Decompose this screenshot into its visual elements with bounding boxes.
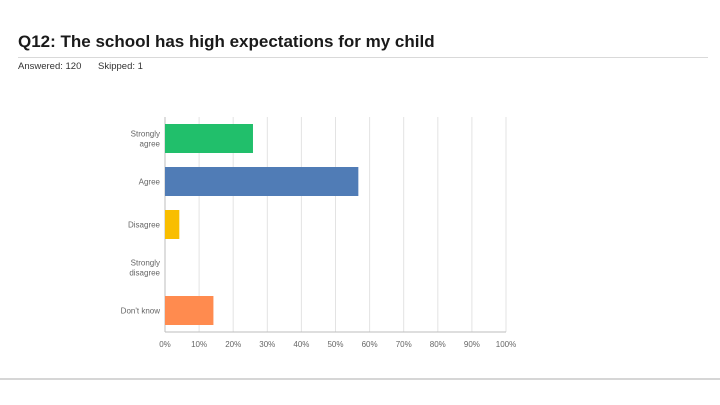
- category-label: Strongly disagree: [129, 259, 160, 278]
- bar[interactable]: [165, 210, 180, 239]
- category-label: Disagree: [128, 221, 161, 230]
- category-label: Don't know: [121, 307, 161, 316]
- footer-divider: [0, 378, 720, 380]
- bar[interactable]: [165, 124, 253, 153]
- x-tick-label: 100%: [496, 340, 516, 349]
- x-tick-label: 20%: [225, 340, 241, 349]
- x-tick-label: 10%: [191, 340, 207, 349]
- title-divider: [18, 57, 708, 58]
- answered-count: Answered: 120: [18, 61, 82, 72]
- skipped-count: Skipped: 1: [98, 61, 143, 72]
- category-label: Agree: [139, 178, 161, 187]
- x-tick-label: 60%: [362, 340, 378, 349]
- x-tick-label: 30%: [259, 340, 275, 349]
- x-tick-label: 70%: [396, 340, 412, 349]
- x-tick-label: 40%: [293, 340, 309, 349]
- response-stats: Answered: 120 Skipped: 1: [18, 61, 157, 72]
- x-tick-label: 90%: [464, 340, 480, 349]
- x-tick-label: 0%: [159, 340, 171, 349]
- x-tick-label: 80%: [430, 340, 446, 349]
- question-header: Q12: The school has high expectations fo…: [18, 32, 708, 72]
- bar[interactable]: [165, 167, 359, 196]
- question-title: Q12: The school has high expectations fo…: [18, 32, 435, 51]
- bar[interactable]: [165, 296, 214, 325]
- x-tick-label: 50%: [327, 340, 343, 349]
- category-label: Strongly agree: [131, 130, 161, 149]
